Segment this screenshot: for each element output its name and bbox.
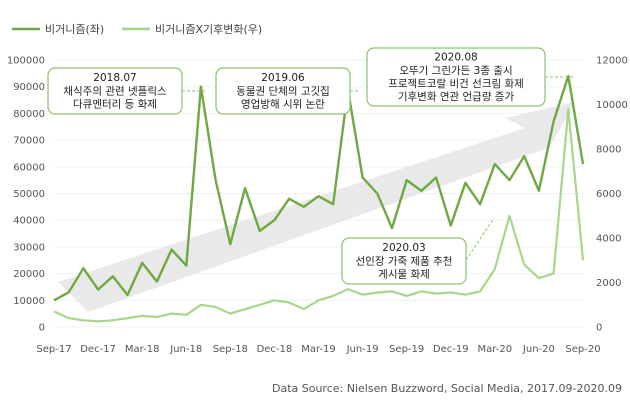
y-right-tick-label: 0 (596, 323, 602, 334)
legend-label-right: 비거니즘X기후변화(우) (155, 23, 262, 36)
data-source: Data Source: Nielsen Buzzword, Social Me… (272, 382, 622, 395)
annotation-text: 게시물 화제 (378, 269, 430, 281)
y-right-tick-label: 10000 (596, 100, 628, 111)
x-tick-label: Dec-18 (257, 344, 293, 355)
annotation-text: 채식주의 관련 넷플릭스 (63, 85, 167, 97)
x-tick-label: Dec-17 (80, 344, 116, 355)
x-tick-label: Mar-20 (478, 344, 513, 355)
y-left-tick-label: 70000 (13, 136, 45, 147)
series-line-left (53, 74, 585, 302)
annotation-leader (465, 217, 495, 261)
x-tick-label: Jun-20 (522, 344, 555, 355)
annotation-text: 다큐멘터리 등 화제 (73, 99, 157, 111)
annotation-text: 2019.06 (261, 72, 305, 84)
x-tick-label: Jun-19 (346, 344, 379, 355)
annotation-box (215, 67, 351, 115)
y-left-tick-label: 30000 (13, 242, 45, 253)
y-right-tick-label: 2000 (596, 278, 621, 289)
legend-label-left: 비거니즘(좌) (45, 23, 104, 36)
x-tick-label: Sep-18 (213, 344, 248, 355)
x-tick-label: Jun-18 (169, 344, 202, 355)
annotation-text: 동물권 단체의 고깃집 (236, 85, 330, 97)
y-left-tick-label: 10000 (13, 296, 45, 307)
x-tick-label: Sep-17 (36, 344, 71, 355)
series-line-right (53, 107, 585, 323)
y-left-tick-label: 60000 (13, 162, 45, 173)
annotation-box (341, 237, 467, 285)
trend-arrow (58, 102, 575, 312)
y-left-tick-label: 20000 (13, 269, 45, 280)
legend: 비거니즘(좌) 비거니즘X기후변화(우) (12, 23, 262, 36)
x-axis: Sep-17 Dec-17 Mar-18 Jun-18 Sep-18 Dec-18 Mar-… (36, 344, 600, 355)
x-tick-label: Mar-18 (125, 344, 160, 355)
y-right-tick-label: 12000 (596, 56, 628, 67)
annotation-text: 2020.08 (434, 52, 477, 64)
annotation-text: 2020.03 (382, 242, 425, 254)
annotation-text: 프로젝트코랄 비건 선크림 화제 (388, 77, 524, 90)
annotation-text: 영업방해 시위 논란 (241, 98, 325, 111)
y-left-tick-label: 80000 (13, 109, 45, 120)
series-layer (53, 74, 585, 323)
annotation-box (366, 47, 546, 107)
x-tick-label: Mar-19 (301, 344, 336, 355)
left-axis: 0 10000 20000 30000 40000 50000 60000 70000 8000… (7, 56, 45, 334)
x-tick-label: Dec-19 (433, 344, 469, 355)
y-left-tick-label: 0 (39, 323, 45, 334)
annotation-text: 선인장 가죽 제품 추천 (356, 255, 453, 267)
y-left-tick-label: 40000 (13, 216, 45, 227)
y-left-tick-label: 90000 (13, 82, 45, 93)
x-tick-label: Sep-19 (389, 344, 424, 355)
y-left-tick-label: 50000 (13, 189, 45, 200)
y-right-tick-label: 6000 (596, 189, 621, 200)
annotation-text: 기후변화 연관 언급량 증가 (398, 91, 515, 103)
x-tick-label: Sep-20 (565, 344, 600, 355)
y-right-tick-label: 8000 (596, 145, 621, 156)
annotation-box (47, 67, 183, 115)
annotation-text: 2018.07 (93, 72, 136, 84)
y-right-tick-label: 4000 (596, 234, 621, 245)
annotation-text: 오뚜기 그린가든 3종 출시 (399, 65, 512, 77)
y-left-tick-label: 100000 (7, 56, 45, 67)
right-axis: 0 2000 4000 6000 8000 10000 12000 (596, 56, 628, 334)
